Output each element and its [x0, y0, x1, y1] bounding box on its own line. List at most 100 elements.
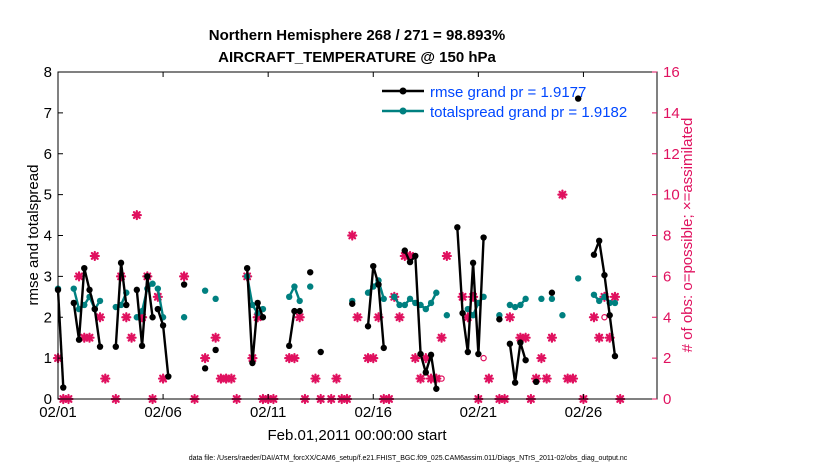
- obs-assimilated-point: [415, 373, 426, 384]
- spread-point: [296, 297, 303, 305]
- rmse-point: [138, 342, 146, 350]
- rmse-point: [406, 258, 414, 266]
- rmse-point: [370, 262, 377, 270]
- obs-assimilated-point: [210, 332, 221, 343]
- rmse-point: [154, 305, 162, 313]
- spread-point: [443, 312, 451, 319]
- spread-point: [406, 295, 414, 303]
- y-tick-label-left: 2: [44, 309, 52, 326]
- rmse-point: [291, 307, 298, 315]
- obs-assimilated-point: [100, 373, 111, 384]
- rmse-point: [375, 281, 382, 288]
- rmse-point: [364, 323, 372, 330]
- y-tick-label-right: 14: [663, 105, 680, 122]
- spread-point: [422, 305, 430, 313]
- rmse-point: [317, 348, 324, 356]
- plot-area: [58, 72, 657, 399]
- rmse-point: [96, 343, 104, 350]
- spread-line-segment: [156, 288, 165, 318]
- obs-assimilated-point: [226, 373, 237, 384]
- obs-assimilated-point: [520, 332, 531, 343]
- spread-point: [538, 295, 545, 303]
- rmse-point: [70, 299, 77, 307]
- rmse-line-segment: [366, 265, 385, 349]
- spread-point: [433, 289, 440, 296]
- rmse-line-segment: [135, 275, 154, 348]
- obs-assimilated-point: [121, 312, 132, 323]
- y-tick-label-right: 12: [663, 146, 680, 163]
- obs-assimilated-point: [89, 250, 100, 262]
- rmse-point: [469, 259, 477, 267]
- rmse-point: [349, 300, 356, 307]
- rmse-line-segment: [246, 268, 265, 365]
- rmse-point: [123, 301, 130, 309]
- rmse-point: [81, 265, 88, 272]
- spread-point: [522, 295, 529, 303]
- spread-point: [574, 275, 582, 282]
- rmse-point: [243, 265, 251, 272]
- obs-possible-point: [480, 354, 487, 362]
- obs-assimilated-point: [157, 373, 169, 384]
- obs-assimilated-point: [310, 373, 321, 384]
- spread-point: [559, 312, 566, 319]
- rmse-point: [574, 95, 582, 102]
- rmse-point: [401, 247, 408, 254]
- spread-point: [307, 283, 314, 290]
- rmse-point: [427, 351, 435, 359]
- footer-data-file: data file: /Users/raeder/DAI/ATM_forcXX/…: [189, 455, 628, 462]
- obs-possible-point: [438, 375, 445, 382]
- spread-point: [364, 289, 372, 296]
- rmse-point: [380, 344, 387, 352]
- spread-point: [611, 299, 619, 307]
- spread-point: [427, 299, 435, 307]
- y-tick-label-left: 7: [44, 105, 52, 122]
- obs-assimilated-point: [179, 271, 190, 282]
- x-tick-label: 02/11: [250, 404, 286, 421]
- rmse-point: [307, 269, 314, 276]
- rmse-point: [212, 346, 219, 354]
- obs-assimilated-point: [609, 291, 621, 302]
- rmse-point: [180, 281, 188, 288]
- obs-assimilated-point: [394, 312, 405, 323]
- y-tick-label-left: 8: [44, 64, 52, 81]
- rmse-point: [91, 305, 98, 313]
- spread-point: [590, 291, 598, 298]
- rmse-point: [517, 339, 524, 346]
- spread-point: [249, 301, 256, 309]
- rmse-point: [464, 348, 472, 356]
- obs-assimilated-point: [347, 230, 358, 241]
- rmse-point: [159, 322, 167, 329]
- spread-point: [396, 301, 403, 309]
- rmse-point: [254, 299, 261, 307]
- y-tick-label-right: 6: [663, 268, 671, 285]
- obs-assimilated-point: [420, 353, 431, 364]
- rmse-point: [75, 336, 83, 343]
- spread-point: [154, 285, 162, 292]
- y-axis-label-right: # of obs: o=possible; ×=assimilated: [679, 118, 696, 353]
- obs-assimilated-point: [200, 353, 211, 364]
- rmse-point: [422, 369, 430, 376]
- obs-assimilated-point: [368, 353, 379, 364]
- obs-assimilated-point: [94, 312, 106, 323]
- spread-point: [391, 293, 398, 301]
- obs-assimilated-point: [483, 373, 494, 384]
- y-tick-label-left: 4: [44, 228, 52, 245]
- obs-assimilated-point: [557, 189, 568, 200]
- spread-point: [291, 283, 298, 290]
- obs-assimilated-point: [352, 312, 363, 323]
- x-tick-label: 02/01: [39, 404, 77, 421]
- spread-point: [149, 280, 156, 287]
- x-tick-label: 02/16: [354, 404, 392, 421]
- rmse-point: [296, 307, 303, 315]
- spread-point: [180, 314, 188, 321]
- rmse-point: [454, 224, 461, 231]
- obs-assimilated-point: [588, 312, 600, 323]
- x-tick-label: 02/26: [565, 404, 603, 421]
- obs-assimilated-point: [536, 353, 547, 364]
- rmse-point: [112, 343, 119, 350]
- chart-title-line2: AIRCRAFT_TEMPERATURE @ 150 hPa: [218, 49, 496, 66]
- y-tick-label-left: 3: [44, 268, 52, 285]
- rmse-point: [532, 378, 540, 386]
- legend: rmse grand pr = 1.9177 totalspread grand…: [382, 84, 627, 121]
